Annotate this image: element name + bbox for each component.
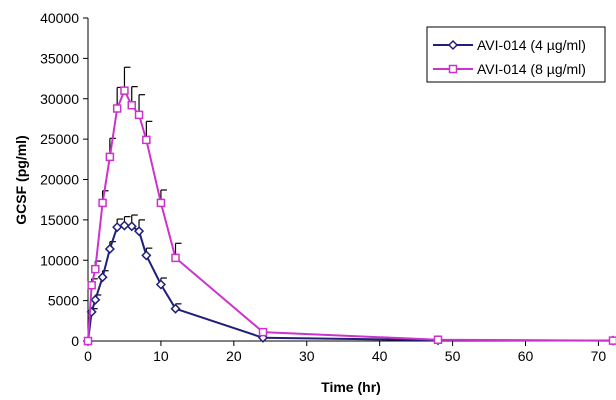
data-point <box>171 253 180 263</box>
data-point <box>86 306 97 317</box>
data-point <box>98 198 107 208</box>
y-tick-label: 40000 <box>40 10 79 26</box>
x-tick-label: 40 <box>372 348 388 364</box>
data-point <box>433 335 443 345</box>
axes: 0 5000 10000 15000 20000 25000 30000 35000 40000… <box>40 10 613 364</box>
series-2 <box>83 66 616 346</box>
data-point <box>105 152 115 162</box>
legend-entry-2: AVI-014 (8 µg/ml) <box>433 61 586 77</box>
series-line <box>87 224 614 342</box>
series-1 <box>82 214 616 347</box>
y-tick-label: 25000 <box>40 131 79 147</box>
y-tick-label: 35000 <box>40 50 79 66</box>
legend: AVI-014 (4 µg/ml) AVI-014 (8 µg/ml) <box>426 26 606 83</box>
data-point <box>112 104 122 113</box>
data-point <box>155 279 166 290</box>
data-point <box>97 272 108 283</box>
series-line <box>87 88 614 342</box>
x-tick-label: 50 <box>445 348 461 364</box>
data-point <box>91 264 100 274</box>
data-point <box>83 336 93 346</box>
x-tick-label: 60 <box>518 348 534 364</box>
y-tick-label: 5000 <box>48 293 79 309</box>
x-axis-title: Time (hr) <box>321 379 381 395</box>
x-tick-label: 70 <box>591 348 607 364</box>
data-point <box>112 222 123 233</box>
data-point <box>87 281 96 290</box>
legend-marker-2 <box>448 64 458 74</box>
legend-marker-1 <box>447 39 459 51</box>
data-point <box>134 110 144 120</box>
data-point <box>142 135 151 145</box>
legend-entry-1: AVI-014 (4 µg/ml) <box>433 37 586 53</box>
data-point <box>104 243 115 255</box>
data-point <box>258 327 268 337</box>
x-tick-label: 0 <box>84 348 92 364</box>
data-point <box>170 303 181 314</box>
data-point <box>127 100 136 110</box>
x-tick-label: 10 <box>153 348 169 364</box>
series-layer <box>82 66 616 347</box>
data-point <box>126 221 137 232</box>
y-tick-label: 15000 <box>40 212 79 228</box>
data-point <box>156 198 166 208</box>
y-tick-label: 10000 <box>40 252 79 268</box>
y-tick-label: 30000 <box>40 91 79 107</box>
legend-label-1: AVI-014 (4 µg/ml) <box>477 37 586 53</box>
data-point <box>120 86 129 95</box>
x-tick-label: 30 <box>299 348 315 364</box>
data-point <box>608 336 616 345</box>
data-point <box>141 250 152 261</box>
legend-label-2: AVI-014 (8 µg/ml) <box>477 61 586 77</box>
data-point <box>90 294 101 305</box>
data-point <box>119 220 130 231</box>
x-tick-label: 20 <box>226 348 242 364</box>
y-tick-label: 20000 <box>40 172 79 188</box>
y-axis-title: GCSF (pg/ml) <box>13 135 29 224</box>
y-tick-label: 0 <box>71 333 79 349</box>
data-point <box>133 226 145 237</box>
